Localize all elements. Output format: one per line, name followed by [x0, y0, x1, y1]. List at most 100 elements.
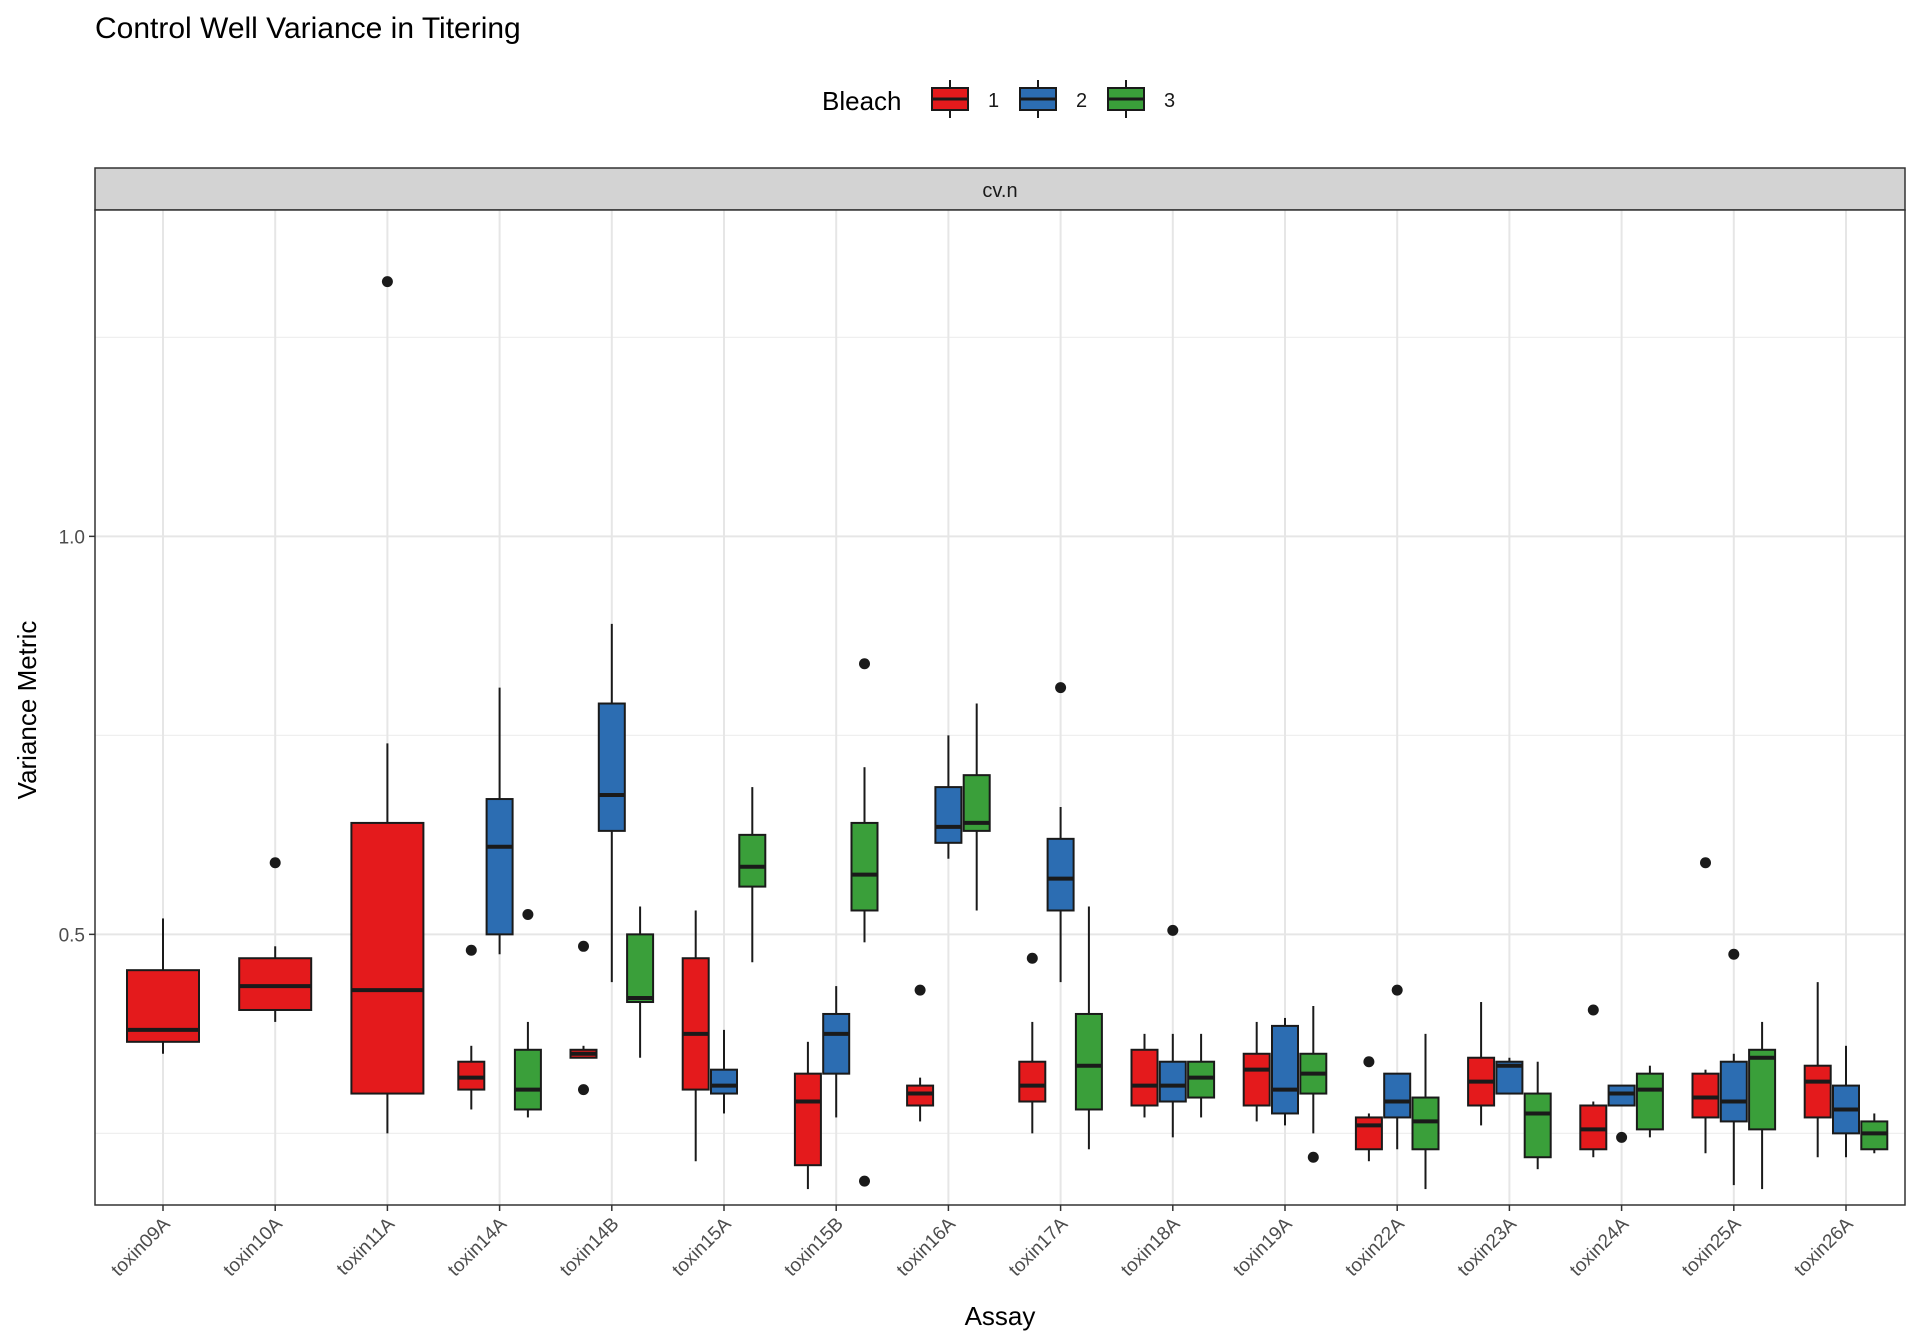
- box-toxin14A-bleach-1: [457, 944, 486, 1110]
- outlier-point: [859, 658, 870, 670]
- outlier-point: [1391, 984, 1403, 996]
- box-toxin14A-bleach-3: [513, 908, 542, 1118]
- outlier-point: [1307, 1151, 1319, 1163]
- box-toxin15B-bleach-2: [822, 986, 851, 1118]
- box-toxin22A-bleach-2: [1383, 984, 1412, 1150]
- box-toxin26A-bleach-3: [1860, 1113, 1889, 1154]
- legend: Bleach 1 2 3: [822, 80, 1175, 118]
- outlier-point: [1055, 682, 1067, 694]
- box-body: [793, 1072, 822, 1167]
- x-tick-label: toxin22A: [1342, 1213, 1409, 1280]
- outlier-point: [1616, 1131, 1628, 1143]
- box-body: [1018, 1060, 1047, 1103]
- box-toxin18A-bleach-2: [1158, 924, 1187, 1138]
- box-body: [1523, 1092, 1552, 1159]
- box-body: [710, 1068, 738, 1095]
- box-toxin15A-bleach-3: [738, 787, 767, 963]
- box-toxin23A-bleach-1: [1467, 1002, 1496, 1126]
- box-toxin14A-bleach-2: [485, 687, 514, 955]
- outlier-point: [1363, 1056, 1375, 1068]
- x-tick-label: toxin17A: [1005, 1213, 1072, 1280]
- box-toxin24A-bleach-2: [1607, 1084, 1636, 1143]
- box-toxin14B-bleach-2: [597, 623, 626, 983]
- y-tick-label: 0.5: [59, 925, 85, 946]
- outlier-point: [578, 1084, 589, 1096]
- box-toxin14B-bleach-3: [626, 906, 655, 1058]
- box-body: [934, 786, 963, 844]
- box-toxin18A-bleach-1: [1130, 1033, 1159, 1118]
- x-tick-label: toxin10A: [220, 1213, 287, 1280]
- x-tick-label: toxin15A: [668, 1213, 735, 1280]
- legend-key-3: 3: [1107, 80, 1175, 118]
- plot-panel: 0.5 1.0 toxin09A toxin10A toxin11A toxin14A to…: [59, 209, 1906, 1281]
- x-tick-label: toxin11A: [333, 1213, 399, 1279]
- y-tick-label: 1.0: [59, 527, 85, 548]
- box-body: [350, 821, 425, 1095]
- box-body: [485, 798, 514, 936]
- x-tick-label: toxin16A: [893, 1213, 960, 1280]
- box-body: [850, 821, 879, 912]
- box-toxin19A-bleach-2: [1271, 1017, 1299, 1126]
- box-body: [1074, 1012, 1103, 1111]
- box-body: [1803, 1064, 1832, 1119]
- box-body: [822, 1012, 851, 1075]
- box-toxin11A-bleach-1: [350, 276, 425, 1134]
- legend-title: Bleach: [822, 86, 902, 116]
- box-body: [626, 933, 655, 1004]
- box-toxin22A-bleach-1: [1354, 1056, 1383, 1162]
- box-toxin19A-bleach-1: [1242, 1021, 1271, 1122]
- box-toxin26A-bleach-1: [1803, 982, 1832, 1158]
- facet-strip: cv.n: [94, 167, 1906, 211]
- outlier-point: [1700, 857, 1711, 869]
- box-toxin10A-bleach-1: [238, 857, 313, 1022]
- box-toxin17A-bleach-1: [1018, 952, 1047, 1134]
- outlier-point: [381, 276, 393, 288]
- outlier-point: [465, 944, 477, 956]
- box-toxin09A-bleach-1: [126, 918, 200, 1054]
- outlier-point: [522, 908, 534, 920]
- x-tick-label: toxin26A: [1790, 1213, 1857, 1280]
- x-tick-label: toxin23A: [1454, 1213, 1521, 1280]
- x-tick-label: toxin18A: [1117, 1213, 1184, 1280]
- box-body: [1383, 1072, 1412, 1119]
- box-toxin23A-bleach-3: [1523, 1061, 1552, 1170]
- panel-border: [94, 209, 1906, 1206]
- legend-key-label: 2: [1076, 90, 1087, 112]
- box-body: [1130, 1048, 1159, 1107]
- outlier-point: [1728, 948, 1740, 960]
- box-body: [1242, 1052, 1271, 1107]
- box-toxin25A-bleach-2: [1719, 948, 1748, 1186]
- box-toxin24A-bleach-3: [1635, 1065, 1664, 1138]
- outlier-point: [914, 984, 926, 996]
- box-toxin14B-bleach-1: [569, 940, 598, 1096]
- box-toxin17A-bleach-2: [1046, 682, 1075, 983]
- outlier-point: [1026, 952, 1038, 964]
- box-body: [681, 957, 710, 1091]
- outlier-point: [1167, 924, 1179, 936]
- box-toxin16A-bleach-2: [934, 735, 963, 859]
- box-body: [597, 702, 626, 832]
- x-tick-label: toxin14A: [444, 1213, 511, 1280]
- box-body: [1158, 1060, 1187, 1103]
- x-tick-label: toxin14B: [556, 1214, 623, 1281]
- box-toxin15B-bleach-1: [793, 1041, 822, 1190]
- box-body: [738, 833, 767, 888]
- facet-strip-label: cv.n: [982, 180, 1017, 202]
- box-body: [1271, 1024, 1299, 1115]
- box-body: [1748, 1048, 1777, 1131]
- y-axis-label: Variance Metric: [12, 621, 42, 800]
- outlier-point: [578, 940, 589, 952]
- box-toxin24A-bleach-1: [1579, 1004, 1608, 1158]
- x-tick-label: toxin15B: [781, 1214, 848, 1281]
- outlier-point: [269, 857, 281, 869]
- legend-key-2: 2: [1019, 80, 1087, 118]
- x-tick-label: toxin25A: [1678, 1213, 1745, 1280]
- box-toxin22A-bleach-3: [1411, 1033, 1440, 1190]
- box-toxin26A-bleach-2: [1832, 1045, 1860, 1158]
- chart-title: Control Well Variance in Titering: [95, 12, 521, 45]
- box-toxin16A-bleach-1: [906, 984, 935, 1122]
- box-body: [513, 1048, 542, 1111]
- legend-key-label: 1: [988, 90, 999, 112]
- box-toxin25A-bleach-1: [1691, 857, 1720, 1154]
